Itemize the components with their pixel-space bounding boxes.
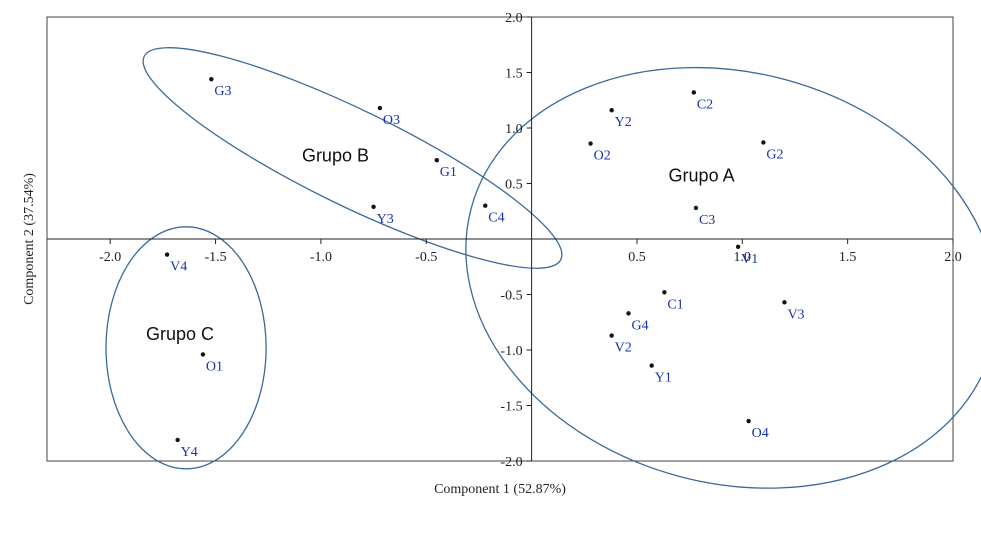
data-point <box>377 105 383 111</box>
group-ellipse <box>105 226 267 470</box>
data-point <box>588 141 593 146</box>
data-point <box>649 363 654 368</box>
group-label: Grupo C <box>146 324 214 344</box>
y-tick-label: -1.5 <box>500 400 522 415</box>
x-tick-label: -2.0 <box>99 250 121 265</box>
point-label: C2 <box>697 97 713 112</box>
group-ellipse <box>142 47 563 269</box>
x-tick-label: 2.0 <box>944 250 962 265</box>
data-point <box>609 333 614 338</box>
point-label: G2 <box>766 147 783 162</box>
data-point <box>761 140 766 145</box>
y-tick-label: 2.0 <box>505 11 523 26</box>
x-tick-label: -1.0 <box>310 250 332 265</box>
point-label: O4 <box>752 426 769 441</box>
point-label: Y2 <box>615 115 632 130</box>
data-point <box>164 252 170 257</box>
data-point <box>483 203 488 208</box>
point-label: V2 <box>615 341 632 356</box>
y-axis-title: Component 2 (37.54%) <box>22 173 37 305</box>
x-tick-label: 0.5 <box>628 250 646 265</box>
point-label: C3 <box>699 213 715 228</box>
data-point <box>626 311 631 316</box>
y-tick-label: 1.0 <box>505 122 523 137</box>
data-point <box>434 157 439 163</box>
data-point <box>691 90 697 95</box>
x-axis-title: Component 1 (52.87%) <box>434 482 566 497</box>
point-label: O3 <box>383 113 400 128</box>
group-label: Grupo A <box>669 165 735 185</box>
point-label: C1 <box>667 297 683 312</box>
point-label: V3 <box>787 307 804 322</box>
data-point <box>746 418 751 424</box>
y-tick-label: -2.0 <box>500 455 522 470</box>
data-point <box>735 244 741 249</box>
point-label: C4 <box>488 211 504 226</box>
point-label: O2 <box>594 149 611 164</box>
data-point <box>371 204 376 210</box>
axes: -2.0 -1.5 -1.0 -0.5 0.5 1.0 1.5 2.0 2.0 1.5 1.0 0.5… <box>47 11 962 470</box>
x-tick-label: 1.5 <box>839 250 857 265</box>
y-tick-label: -0.5 <box>500 289 522 304</box>
y-tick-label: -1.0 <box>500 344 522 359</box>
x-tick-label: 1.0 <box>734 250 752 265</box>
point-label: V1 <box>741 252 758 267</box>
data-point <box>200 352 206 357</box>
group-ellipses: Grupo A Grupo B Grupo C <box>105 47 981 489</box>
x-tick-label: -0.5 <box>415 250 437 265</box>
data-point <box>662 290 667 295</box>
y-tick-label: 1.5 <box>505 67 523 82</box>
point-label: G4 <box>632 318 649 333</box>
data-point <box>209 76 214 82</box>
group-label: Grupo B <box>302 145 369 165</box>
point-label: Y1 <box>655 371 672 386</box>
y-tick-label: 0.5 <box>505 178 523 193</box>
data-point <box>175 437 180 443</box>
data-point <box>609 108 614 113</box>
data-point <box>782 300 787 305</box>
point-label: Y3 <box>377 212 394 227</box>
data-point <box>693 205 699 211</box>
point-label: Y4 <box>181 445 198 460</box>
group-ellipse <box>465 66 981 489</box>
x-tick-label: -1.5 <box>204 250 226 265</box>
point-label: V4 <box>170 260 187 275</box>
point-label: G1 <box>440 165 457 180</box>
point-label: G3 <box>214 84 231 99</box>
point-label: O1 <box>206 359 223 374</box>
